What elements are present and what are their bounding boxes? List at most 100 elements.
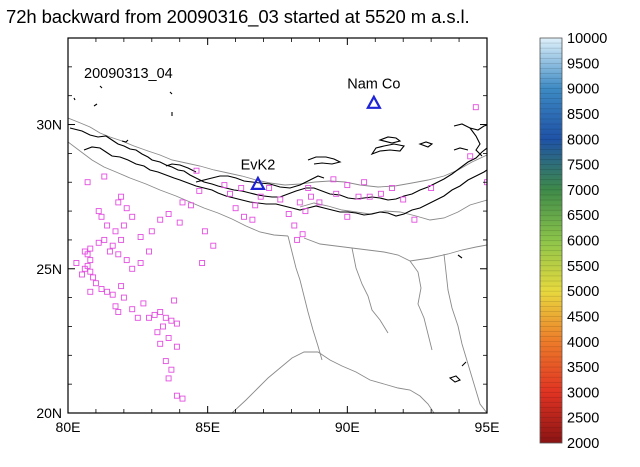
particle-marker: [294, 236, 301, 243]
particle-marker: [344, 213, 351, 220]
site-label: EvK2: [241, 157, 276, 173]
map-background: [68, 38, 487, 413]
particle-marker: [137, 234, 144, 240]
particle-marker: [162, 358, 169, 365]
particle-marker: [81, 265, 88, 272]
particle-marker: [377, 190, 384, 197]
particle-marker: [123, 205, 130, 212]
colorbar-label: 9500: [567, 56, 599, 72]
particle-marker: [168, 366, 175, 373]
particle-marker: [199, 260, 206, 266]
colorbar-label: 2000: [567, 436, 599, 452]
particle-marker: [101, 236, 108, 243]
particle-marker: [193, 167, 200, 174]
colorbar-label: 2500: [567, 411, 599, 427]
particle-marker: [118, 236, 125, 243]
particle-marker: [467, 153, 474, 160]
particle-marker: [299, 231, 306, 238]
particle-marker: [129, 213, 136, 220]
particle-marker: [333, 190, 340, 197]
particle-marker: [115, 309, 122, 315]
particle-marker: [227, 190, 233, 197]
particle-marker: [73, 260, 80, 266]
particle-marker: [98, 213, 105, 220]
particle-marker: [165, 335, 172, 341]
particle-marker: [173, 343, 180, 350]
particle-marker: [101, 173, 108, 180]
particle-marker: [277, 196, 284, 203]
particle-marker: [106, 248, 113, 255]
particle-marker: [201, 228, 208, 235]
x-tick-label: 95E: [475, 419, 500, 435]
particle-marker: [308, 193, 314, 200]
particle-marker: [411, 216, 418, 223]
particle-marker: [148, 228, 155, 235]
particle-marker: [134, 314, 141, 321]
colorbar-label: 3000: [567, 385, 599, 401]
colorbar-label: 8500: [567, 107, 599, 123]
particle-marker: [221, 182, 228, 189]
particle-marker: [389, 185, 395, 191]
particle-marker: [112, 303, 119, 310]
particle-marker: [157, 216, 164, 223]
particle-marker: [84, 251, 91, 258]
site-marker-icon: [250, 175, 266, 190]
date-label: 20090313_04: [84, 66, 173, 82]
particle-marker: [165, 211, 172, 217]
colorbar-scale: [539, 37, 563, 444]
particle-marker: [146, 248, 152, 255]
trajectory-particles: [73, 104, 487, 402]
particle-marker: [157, 340, 164, 347]
particle-marker: [179, 395, 186, 402]
particle-marker: [291, 222, 298, 229]
particle-marker: [109, 291, 116, 298]
particle-marker: [173, 392, 180, 399]
particle-marker: [140, 300, 147, 307]
particle-marker: [472, 104, 479, 111]
particle-marker: [109, 242, 116, 249]
particle-marker: [137, 260, 144, 266]
particle-marker: [249, 216, 256, 223]
particle-marker: [154, 329, 161, 336]
particle-marker: [87, 288, 94, 295]
particle-marker: [400, 196, 407, 203]
measurement-sites: Nam Co EvK2: [241, 76, 400, 190]
particle-marker: [173, 320, 180, 327]
particle-marker: [123, 257, 130, 264]
particle-marker: [266, 185, 273, 191]
particle-marker: [361, 179, 368, 186]
particle-marker: [285, 211, 292, 217]
particle-marker: [115, 199, 122, 206]
particle-marker: [179, 199, 186, 206]
particle-marker: [157, 309, 164, 315]
colorbar-label: 8000: [567, 132, 599, 148]
particle-marker: [241, 213, 247, 220]
particle-marker: [305, 185, 312, 191]
particle-marker: [257, 193, 264, 200]
particle-marker: [232, 205, 239, 212]
particle-marker: [98, 286, 105, 292]
particle-marker: [79, 271, 85, 278]
plot-title: 72h backward from 20090316_03 started at…: [6, 6, 470, 27]
particle-marker: [252, 202, 259, 209]
site-label: Nam Co: [347, 76, 400, 92]
particle-marker: [129, 265, 136, 272]
site-marker-icon: [366, 94, 382, 109]
particle-marker: [151, 311, 158, 318]
particle-marker: [129, 306, 136, 313]
elevation-contours: [69, 85, 487, 383]
particle-marker: [115, 251, 122, 258]
particle-marker: [428, 185, 435, 191]
particle-marker: [120, 294, 127, 301]
particle-marker: [355, 193, 362, 200]
colorbar-label: 5000: [567, 284, 599, 300]
particle-marker: [302, 208, 309, 215]
particle-marker: [95, 208, 102, 215]
particle-marker: [296, 199, 303, 206]
colorbar-label: 7500: [567, 158, 599, 174]
colorbar-label: 4000: [567, 335, 599, 351]
particle-marker: [168, 317, 175, 324]
colorbar-label: 3500: [567, 360, 599, 376]
particle-marker: [95, 239, 102, 246]
particle-marker: [104, 288, 111, 295]
